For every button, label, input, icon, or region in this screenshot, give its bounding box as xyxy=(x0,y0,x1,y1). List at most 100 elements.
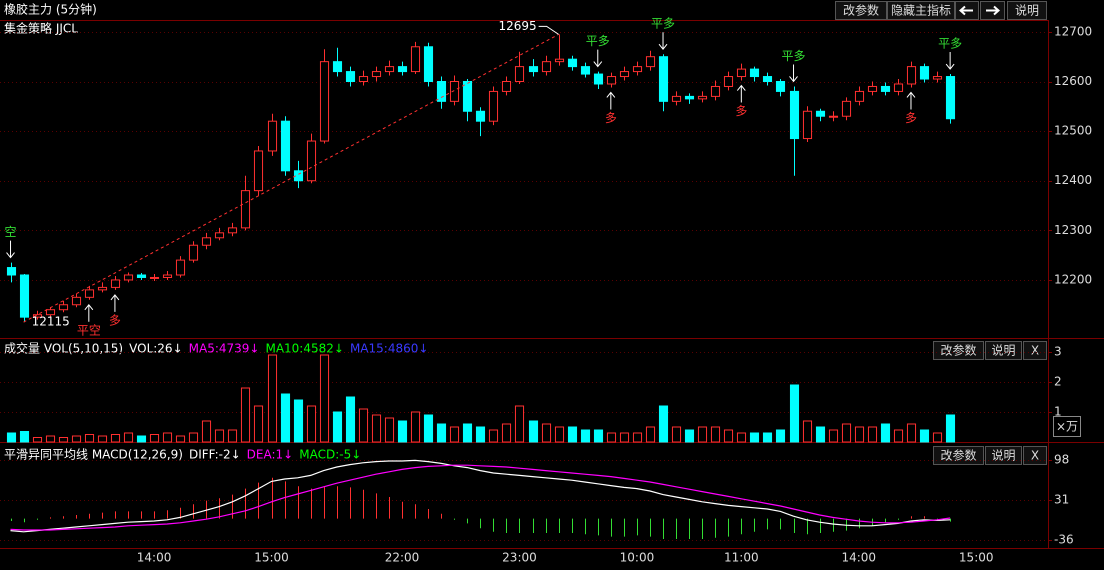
button-label[interactable]: 说明 xyxy=(991,448,1015,463)
volume-bar xyxy=(815,426,826,443)
signal-label: 多 xyxy=(605,111,617,125)
candle-body xyxy=(175,259,186,276)
candle-body xyxy=(306,140,317,182)
arrow-icon[interactable] xyxy=(958,5,974,16)
button-box[interactable] xyxy=(1007,1,1047,20)
y-tick-label: 12400 xyxy=(1054,173,1092,187)
candle-body xyxy=(227,227,238,234)
candle-body xyxy=(645,56,656,68)
button-box[interactable] xyxy=(835,1,887,20)
trend-line xyxy=(23,33,559,323)
next-button[interactable] xyxy=(980,1,1005,20)
readout: MA5:4739↓ xyxy=(189,342,260,356)
volume-bar xyxy=(449,426,460,443)
signal-arrow xyxy=(945,52,955,70)
x-tick-label: 15:00 xyxy=(254,551,289,565)
candle-body xyxy=(893,83,904,92)
volume-bar xyxy=(332,411,343,443)
candle-body xyxy=(593,73,604,85)
readout: MA15:4860↓ xyxy=(350,342,428,356)
volume-bar xyxy=(906,423,917,443)
volume-bar xyxy=(319,354,330,443)
button-label[interactable]: 改参数 xyxy=(940,343,976,358)
volume-bar xyxy=(123,432,134,443)
candle-body xyxy=(123,274,134,281)
candle-body xyxy=(945,76,956,120)
volume-bar xyxy=(397,420,408,443)
volume-bar xyxy=(684,429,695,443)
volume-bar xyxy=(240,387,251,443)
signal-label: 平多 xyxy=(782,49,806,63)
volume-bar xyxy=(227,429,238,443)
volume-bar xyxy=(371,414,382,443)
y-tick-label: 12700 xyxy=(1054,24,1092,38)
volume-bar xyxy=(945,414,956,443)
volume-bar xyxy=(697,426,708,443)
candle-body xyxy=(410,46,421,73)
candle-body xyxy=(710,85,721,97)
volume-bar xyxy=(32,437,43,443)
button-box[interactable] xyxy=(933,446,984,465)
signal-arrow xyxy=(593,49,603,68)
volume-bar xyxy=(619,432,630,443)
x-tick-label: 23:00 xyxy=(502,551,537,565)
volume-bar xyxy=(280,393,291,443)
button-box[interactable] xyxy=(887,1,955,20)
y-tick-label: 98 xyxy=(1054,452,1069,466)
y-tick-label: 12200 xyxy=(1054,272,1092,286)
volume-bar xyxy=(580,429,591,443)
volume-bar xyxy=(462,423,473,443)
candle-body xyxy=(580,66,591,75)
candle-body xyxy=(802,110,813,140)
panel-title: 平滑异同平均线 MACD(12,26,9) xyxy=(4,448,183,462)
candle-body xyxy=(867,85,878,92)
button-label[interactable]: 说明 xyxy=(991,343,1015,358)
candle-body xyxy=(841,100,852,117)
volume-bar xyxy=(658,405,669,443)
candle-body xyxy=(201,237,212,246)
volume-bar xyxy=(358,408,369,443)
volume-bar xyxy=(97,435,108,443)
y-tick-label: 12300 xyxy=(1054,223,1092,237)
candle-body xyxy=(253,150,264,192)
chart-title: 橡胶主力 (5分钟) xyxy=(4,2,97,17)
volume-bar xyxy=(710,426,721,443)
candle-body xyxy=(397,66,408,73)
candle-body xyxy=(606,76,617,85)
candle-body xyxy=(880,85,891,92)
volume-bar xyxy=(828,429,839,443)
y-tick-label: 3 xyxy=(1054,345,1062,359)
button-label[interactable]: X xyxy=(1031,344,1039,358)
volume-bar xyxy=(893,429,904,443)
candle-body xyxy=(358,76,369,83)
signal-label: 平空 xyxy=(77,323,101,337)
prev-button[interactable] xyxy=(955,1,979,20)
volume-bar xyxy=(932,432,943,443)
button-label[interactable]: 改参数 xyxy=(843,3,879,18)
candle-body xyxy=(449,81,460,102)
button-label[interactable]: 隐藏主指标 xyxy=(891,3,951,18)
button-label[interactable]: X xyxy=(1031,449,1039,463)
volume-bar xyxy=(501,423,512,443)
candle-body xyxy=(84,289,95,298)
volume-bar xyxy=(606,432,617,443)
candle-body xyxy=(671,95,682,102)
y-tick-label: 31 xyxy=(1054,493,1069,507)
y-tick-label: 12500 xyxy=(1054,124,1092,138)
candle-body xyxy=(188,244,199,261)
macd-line xyxy=(10,464,951,531)
candle-body xyxy=(45,309,56,316)
arrow-icon[interactable] xyxy=(986,5,1001,16)
button-label[interactable]: 说明 xyxy=(1015,3,1039,18)
candle-body xyxy=(514,66,525,83)
volume-bar xyxy=(410,411,421,443)
button-box[interactable] xyxy=(1023,341,1047,360)
candle-body xyxy=(319,61,330,142)
button-box[interactable] xyxy=(933,341,984,360)
button-box[interactable] xyxy=(985,341,1022,360)
button-label[interactable]: 改参数 xyxy=(940,448,976,463)
candle-body xyxy=(332,61,343,73)
volume-bar xyxy=(567,426,578,443)
signal-label: 多 xyxy=(735,104,747,118)
candle-body xyxy=(554,58,565,63)
